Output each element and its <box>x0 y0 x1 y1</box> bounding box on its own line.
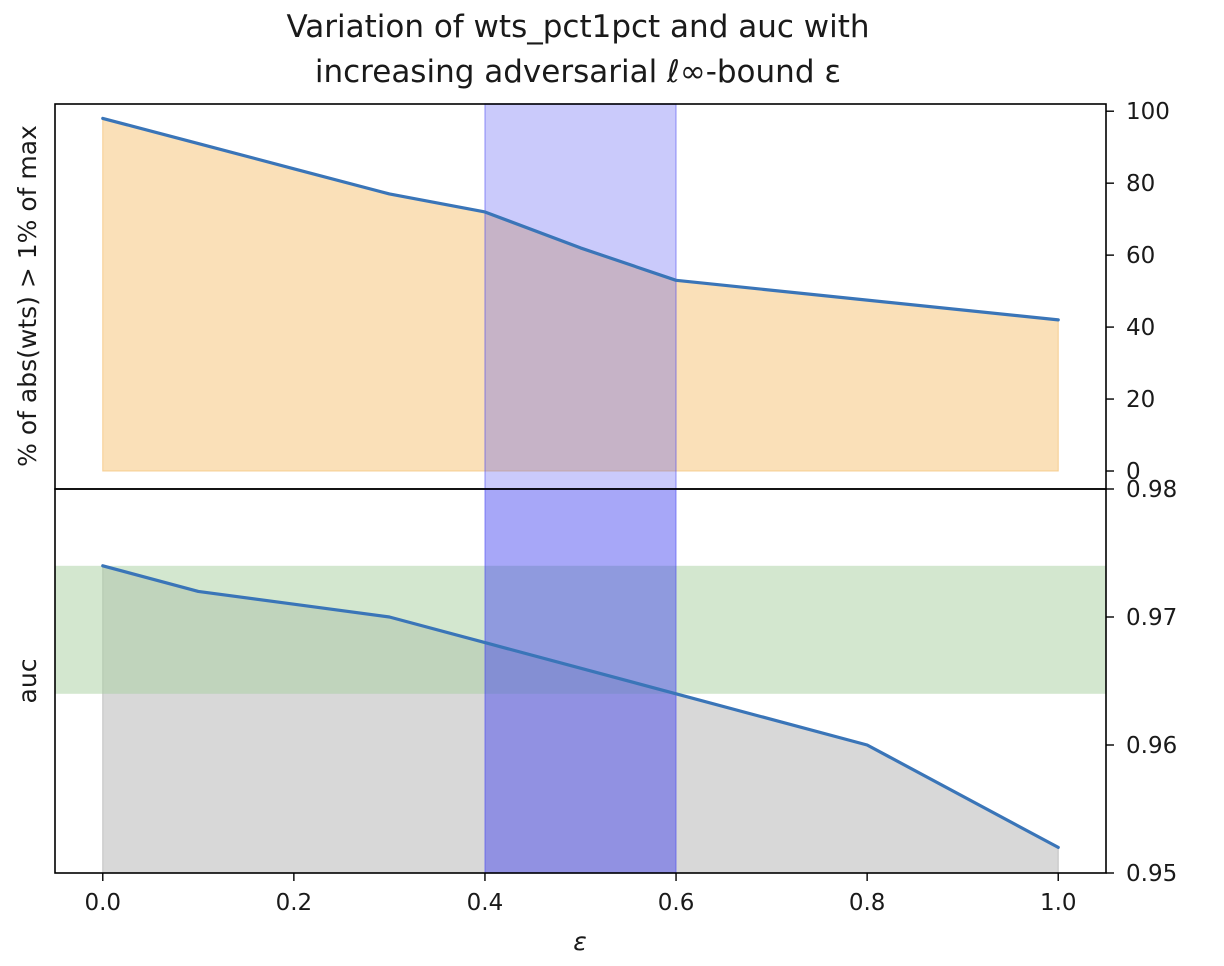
y-tick-label: 0.98 <box>1126 477 1177 503</box>
x-tick-label: 0.2 <box>276 890 313 916</box>
chart-title-line-1: Variation of wts_pct1pct and auc with <box>286 9 869 45</box>
x-tick-label: 0.0 <box>84 890 121 916</box>
chart-title-line-2: increasing adversarial ℓ∞-bound ε <box>315 54 841 90</box>
y-axis-label-top: % of abs(wts) > 1% of max <box>13 125 42 467</box>
green-band <box>55 565 1106 694</box>
series-line <box>101 564 1060 850</box>
series-line <box>101 116 1060 322</box>
y-tick-label: 0.96 <box>1126 733 1177 759</box>
x-tick-label: 1.0 <box>1040 890 1077 916</box>
y-tick-label: 100 <box>1126 99 1170 125</box>
panel-frame <box>54 488 1107 874</box>
y-tick-label: 40 <box>1126 315 1155 341</box>
y-tick-label: 20 <box>1126 387 1155 413</box>
x-tick-label: 0.4 <box>467 890 504 916</box>
x-axis: 0.0 0.2 0.4 0.6 0.8 1.0 <box>84 873 1077 916</box>
bottom-panel: 0.95 0.96 0.97 0.98 <box>54 477 1177 887</box>
y-tick-label: 0.97 <box>1126 605 1177 631</box>
highlight-band <box>484 488 677 874</box>
y-tick-label: 0 <box>1126 459 1141 485</box>
y-tick-label: 60 <box>1126 243 1155 269</box>
y-tick-label: 80 <box>1126 171 1155 197</box>
x-tick-label: 0.8 <box>849 890 886 916</box>
x-tick-label: 0.6 <box>658 890 695 916</box>
top-panel: 0 20 40 60 80 100 <box>54 99 1170 490</box>
x-axis-label: ε <box>573 927 587 956</box>
y-tick-label: 0.95 <box>1126 861 1177 887</box>
highlight-band <box>484 103 677 490</box>
y-axis-label-bottom: auc <box>13 659 42 704</box>
